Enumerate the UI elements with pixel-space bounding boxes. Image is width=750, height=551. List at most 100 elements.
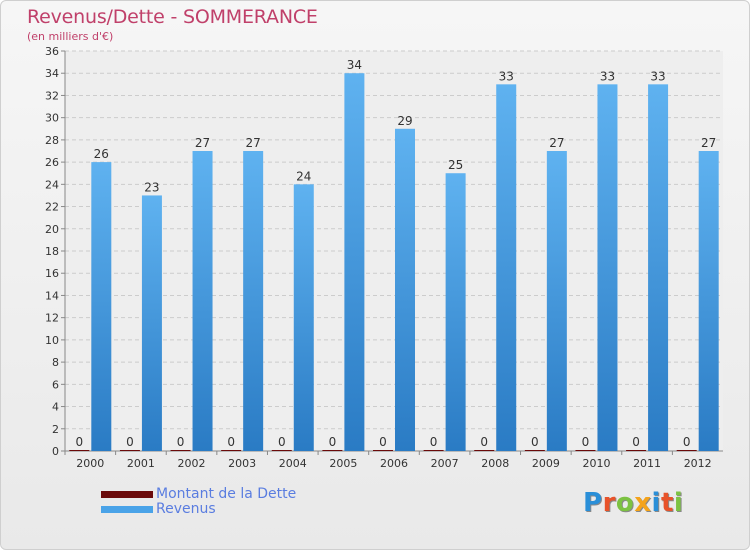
bar-dette — [119, 450, 140, 451]
x-tick-label: 2010 — [582, 457, 610, 470]
y-tick-label: 30 — [45, 112, 59, 125]
x-tick-label: 2003 — [228, 457, 256, 470]
x-tick-label: 2007 — [431, 457, 459, 470]
y-tick-label: 20 — [45, 223, 59, 236]
bar-revenus — [496, 84, 517, 451]
logo-letter: x — [634, 488, 652, 518]
y-tick-label: 24 — [45, 178, 59, 191]
data-label-revenus: 27 — [701, 136, 716, 150]
data-label-dette: 0 — [278, 435, 286, 449]
x-tick-label: 2004 — [279, 457, 307, 470]
y-tick-label: 4 — [52, 401, 59, 414]
data-label-revenus: 34 — [347, 58, 362, 72]
legend-swatch-revenus — [101, 506, 153, 513]
bar-dette — [474, 450, 495, 451]
bar-revenus — [293, 184, 314, 452]
data-label-revenus: 33 — [499, 69, 514, 83]
y-tick-label: 12 — [45, 312, 59, 325]
data-label-revenus: 27 — [549, 136, 564, 150]
data-label-revenus: 26 — [94, 147, 109, 161]
bar-revenus — [344, 73, 365, 451]
bar-dette — [170, 450, 191, 451]
y-tick-label: 10 — [45, 334, 59, 347]
x-tick-label: 2000 — [76, 457, 104, 470]
x-tick-label: 2001 — [127, 457, 155, 470]
data-label-dette: 0 — [531, 435, 539, 449]
data-label-dette: 0 — [430, 435, 438, 449]
y-tick-label: 2 — [52, 423, 59, 436]
bar-dette — [373, 450, 393, 451]
bar-dette — [524, 450, 545, 451]
y-tick-label: 6 — [52, 378, 59, 391]
bar-revenus — [445, 173, 466, 451]
data-label-dette: 0 — [329, 435, 337, 449]
data-label-dette: 0 — [582, 435, 590, 449]
bar-dette — [69, 450, 90, 451]
bar-dette — [271, 450, 292, 451]
x-tick-label: 2008 — [481, 457, 509, 470]
bar-dette — [575, 450, 596, 451]
data-label-revenus: 24 — [296, 169, 311, 183]
data-label-revenus: 33 — [650, 69, 665, 83]
bar-revenus — [243, 151, 264, 451]
data-label-revenus: 33 — [600, 69, 615, 83]
y-tick-label: 28 — [45, 134, 59, 147]
bar-revenus — [91, 162, 112, 451]
x-tick-label: 2005 — [329, 457, 357, 470]
y-tick-label: 0 — [52, 445, 59, 458]
bar-dette — [676, 450, 697, 451]
y-tick-label: 26 — [45, 156, 59, 169]
logo-letter: P — [583, 488, 603, 518]
data-label-revenus: 23 — [144, 180, 159, 194]
legend-label-revenus: Revenus — [156, 501, 216, 517]
bar-revenus — [395, 128, 415, 451]
x-tick-label: 2012 — [684, 457, 712, 470]
legend-swatch-dette — [101, 491, 153, 498]
bar-revenus — [192, 151, 213, 451]
data-label-dette: 0 — [75, 435, 83, 449]
bar-dette — [322, 450, 343, 451]
data-label-revenus: 27 — [195, 136, 210, 150]
data-label-dette: 0 — [480, 435, 488, 449]
bar-revenus — [698, 151, 719, 451]
bar-revenus — [546, 151, 567, 451]
data-label-revenus: 27 — [246, 136, 261, 150]
y-tick-label: 14 — [45, 289, 59, 302]
data-label-dette: 0 — [227, 435, 235, 449]
y-tick-label: 18 — [45, 245, 59, 258]
bar-dette — [423, 450, 444, 451]
bar-revenus — [597, 84, 618, 451]
data-label-dette: 0 — [177, 435, 185, 449]
y-tick-label: 16 — [45, 267, 59, 280]
chart-subtitle: (en milliers d'€) — [27, 30, 114, 43]
data-label-dette: 0 — [379, 435, 387, 449]
data-label-revenus: 29 — [397, 114, 412, 128]
data-label-dette: 0 — [126, 435, 134, 449]
x-tick-label: 2011 — [633, 457, 661, 470]
data-label-dette: 0 — [632, 435, 640, 449]
y-tick-label: 34 — [45, 67, 59, 80]
logo-letter: t — [660, 488, 674, 518]
legend-label-dette: Montant de la Dette — [156, 486, 297, 502]
logo-letter: o — [615, 488, 635, 518]
y-tick-label: 36 — [45, 45, 59, 58]
bar-dette — [221, 450, 242, 451]
y-tick-label: 32 — [45, 89, 59, 102]
data-label-dette: 0 — [683, 435, 691, 449]
logo-letter: i — [673, 488, 684, 518]
logo-letter: r — [602, 488, 616, 518]
x-tick-label: 2006 — [380, 457, 408, 470]
logo-letter: i — [651, 488, 661, 518]
proxiti-logo: Proxiti — [583, 488, 683, 518]
y-tick-label: 8 — [52, 356, 59, 369]
x-tick-label: 2002 — [178, 457, 206, 470]
chart-title: Revenus/Dette - SOMMERANCE — [27, 6, 318, 28]
bar-revenus — [648, 84, 669, 451]
data-label-revenus: 25 — [448, 158, 463, 172]
bar-revenus — [141, 195, 162, 451]
y-tick-label: 22 — [45, 201, 59, 214]
x-tick-label: 2009 — [532, 457, 560, 470]
bar-dette — [626, 450, 647, 451]
